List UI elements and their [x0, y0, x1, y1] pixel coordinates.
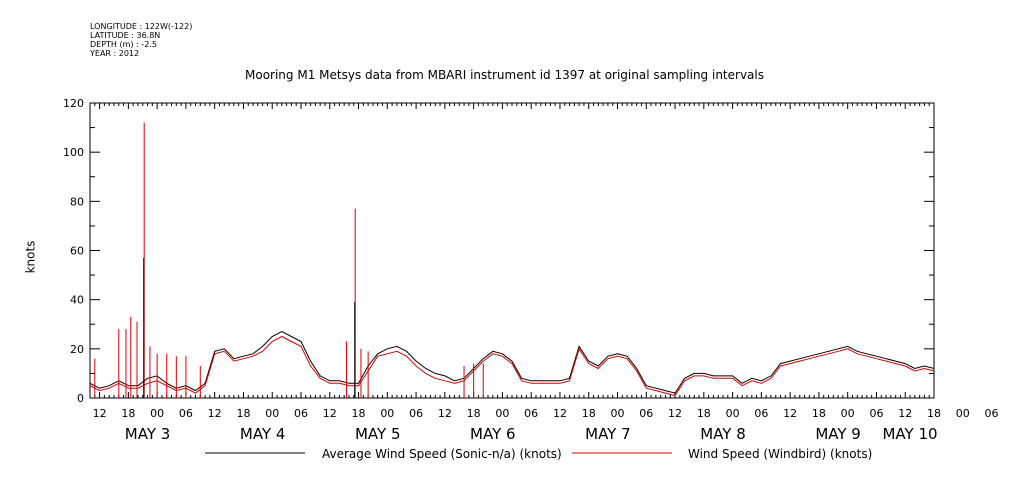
x-hour-tick-label: 18 — [467, 407, 481, 420]
x-hour-tick-label: 18 — [927, 407, 941, 420]
x-hour-tick-label: 06 — [754, 407, 768, 420]
y-tick-label: 100 — [63, 146, 84, 159]
legend-label-windbird: Wind Speed (Windbird) (knots) — [688, 447, 873, 461]
latitude-label: LATITUDE : 36.8N — [90, 31, 161, 40]
year-label: YEAR : 2012 — [90, 49, 140, 58]
x-hour-tick-label: 00 — [611, 407, 625, 420]
x-hour-tick-label: 12 — [438, 407, 452, 420]
series-line-windbird — [89, 335, 935, 397]
y-tick-label: 120 — [63, 97, 84, 110]
legend-label-average: Average Wind Speed (Sonic-n/a) (knots) — [322, 447, 562, 461]
y-tick-label: 0 — [77, 392, 84, 405]
x-day-label: MAY 8 — [700, 425, 746, 443]
x-hour-tick-label: 06 — [524, 407, 538, 420]
x-day-label: MAY 3 — [125, 425, 171, 443]
x-hour-tick-label: 00 — [841, 407, 855, 420]
x-hour-tick-label: 06 — [869, 407, 883, 420]
y-tick-label: 40 — [70, 294, 84, 307]
x-hour-tick-label: 12 — [783, 407, 797, 420]
x-hour-tick-label: 12 — [668, 407, 682, 420]
x-hour-tick-label: 06 — [985, 407, 999, 420]
x-hour-tick-label: 00 — [495, 407, 509, 420]
x-day-label: MAY 4 — [240, 425, 286, 443]
x-day-label: MAY 7 — [585, 425, 631, 443]
x-hour-tick-label: 00 — [380, 407, 394, 420]
x-hour-tick-label: 00 — [265, 407, 279, 420]
x-hour-tick-label: 18 — [236, 407, 250, 420]
series-line-average-wind — [89, 331, 935, 394]
x-hour-tick-label: 06 — [639, 407, 653, 420]
chart-title: Mooring M1 Metsys data from MBARI instru… — [245, 68, 764, 82]
x-hour-tick-label: 18 — [697, 407, 711, 420]
x-day-label: MAY 6 — [470, 425, 516, 443]
y-tick-label: 20 — [70, 343, 84, 356]
y-tick-label: 80 — [70, 195, 84, 208]
x-hour-tick-label: 12 — [93, 407, 107, 420]
x-hour-tick-label: 06 — [409, 407, 423, 420]
x-hour-tick-label: 06 — [179, 407, 193, 420]
y-tick-label: 60 — [70, 245, 84, 258]
x-hour-tick-label: 12 — [553, 407, 567, 420]
x-hour-tick-label: 18 — [582, 407, 596, 420]
x-hour-tick-label: 00 — [150, 407, 164, 420]
longitude-label: LONGITUDE : 122W(-122) — [90, 22, 193, 31]
x-hour-tick-label: 18 — [352, 407, 366, 420]
x-hour-tick-label: 00 — [726, 407, 740, 420]
x-hour-tick-label: 18 — [121, 407, 135, 420]
depth-label: DEPTH (m) : -2.5 — [90, 40, 157, 49]
x-day-label: MAY 5 — [355, 425, 401, 443]
x-hour-tick-label: 12 — [208, 407, 222, 420]
x-hour-tick-label: 06 — [294, 407, 308, 420]
x-hour-tick-label: 00 — [956, 407, 970, 420]
x-hour-tick-label: 12 — [323, 407, 337, 420]
x-day-label: MAY 10 — [882, 425, 937, 443]
x-hour-tick-label: 18 — [812, 407, 826, 420]
x-hour-tick-label: 12 — [898, 407, 912, 420]
x-day-label: MAY 9 — [815, 425, 861, 443]
